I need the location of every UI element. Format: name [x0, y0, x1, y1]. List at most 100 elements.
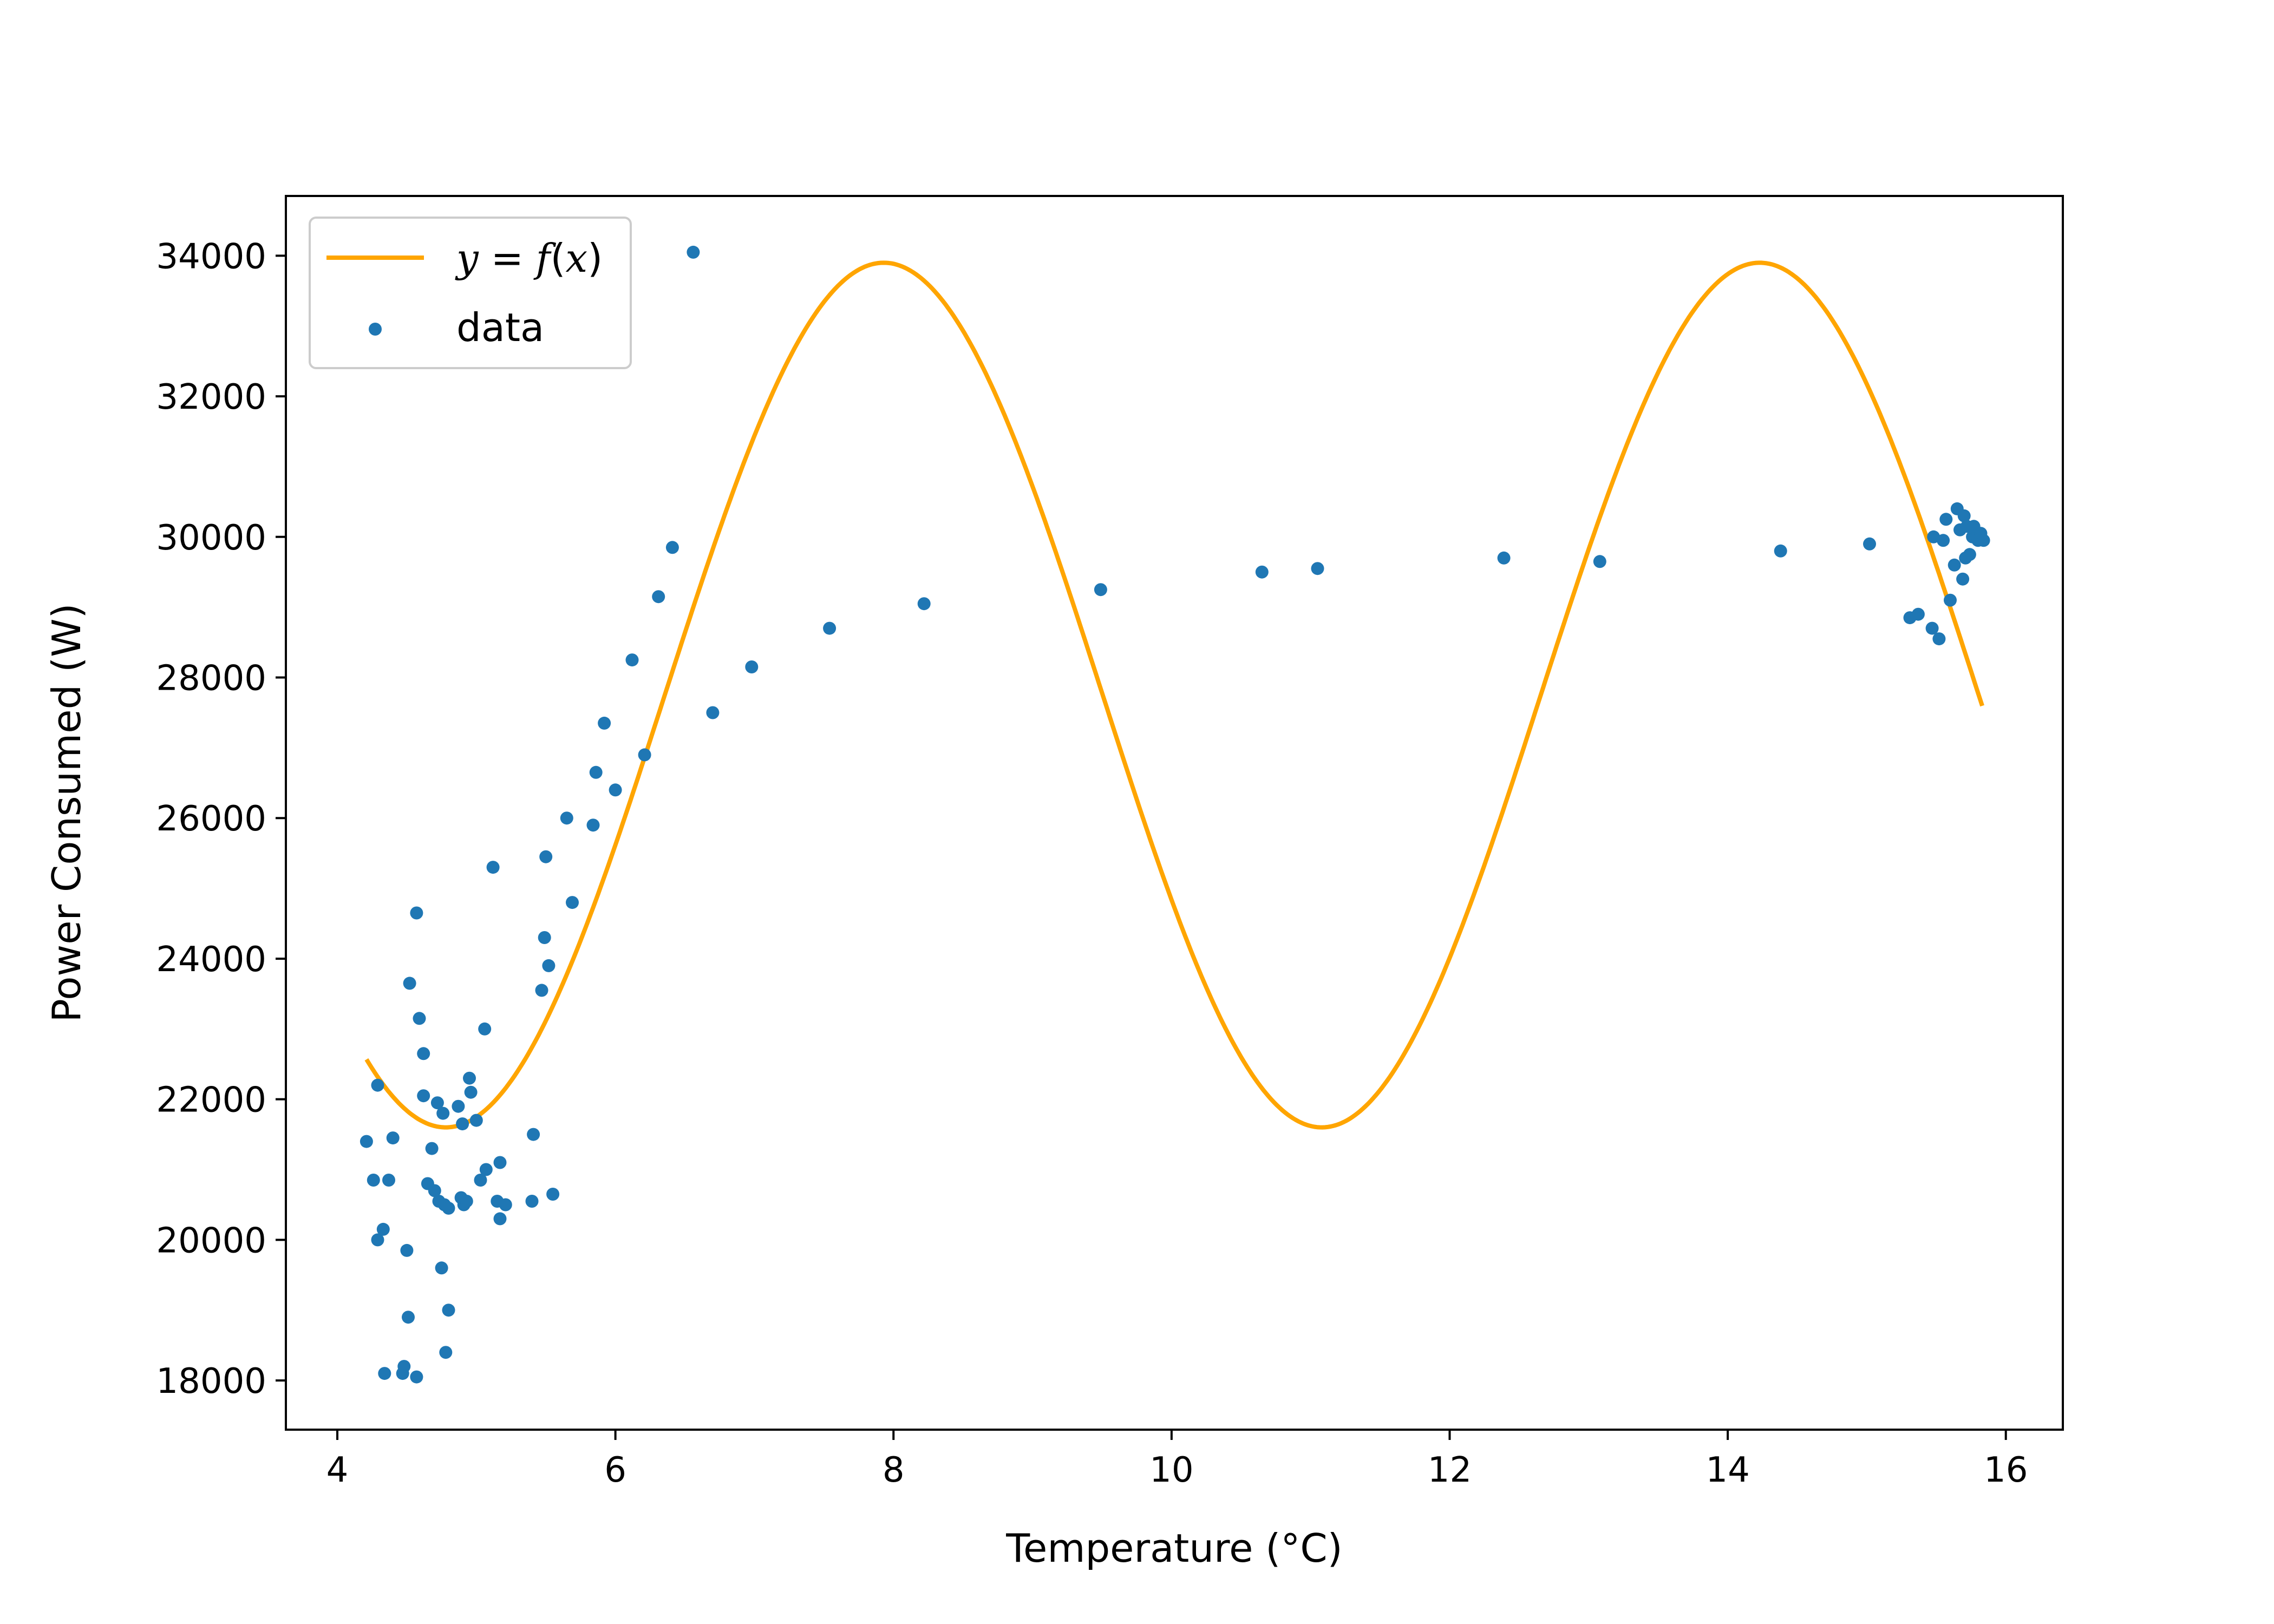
data-point [493, 1156, 507, 1169]
data-point [376, 1222, 390, 1236]
y-tick-label: 22000 [156, 1081, 266, 1121]
data-point [371, 1078, 384, 1092]
data-point [1863, 537, 1876, 551]
data-point [417, 1047, 430, 1060]
legend-dot-swatch [369, 323, 382, 336]
data-point [442, 1201, 455, 1215]
legend-line-label-part: y [455, 235, 479, 281]
data-point [417, 1089, 430, 1103]
data-point [386, 1131, 400, 1145]
legend-line-label-part: ) [587, 235, 603, 281]
data-point [527, 1128, 540, 1141]
data-point [469, 1114, 483, 1127]
data-point [1911, 607, 1925, 621]
legend-line-label-part: = [479, 235, 536, 281]
data-point [402, 1311, 415, 1324]
data-point [525, 1195, 539, 1208]
data-point [1774, 544, 1787, 558]
data-point [410, 906, 423, 920]
data-point [410, 1370, 423, 1384]
data-point [499, 1198, 512, 1212]
y-axis-label: Power Consumed (W) [44, 603, 89, 1022]
data-point [665, 541, 679, 554]
data-point [430, 1096, 444, 1110]
data-point [479, 1163, 493, 1176]
data-point [1497, 551, 1511, 565]
legend-line-label: y = f(x) [455, 235, 603, 281]
data-point [456, 1117, 469, 1131]
data-point [464, 1085, 478, 1099]
x-tick-label: 14 [1706, 1450, 1749, 1490]
data-point [360, 1135, 373, 1148]
y-tick-label: 34000 [156, 237, 266, 277]
data-point [452, 1099, 465, 1113]
x-tick-label: 12 [1428, 1450, 1472, 1490]
data-point [1932, 632, 1946, 646]
data-point [1963, 548, 1976, 561]
legend: y = f(x) data [309, 217, 632, 369]
data-point [1956, 572, 1970, 586]
data-point [1311, 562, 1324, 575]
data-point [1939, 513, 1953, 526]
y-tick-label: 20000 [156, 1221, 266, 1261]
data-point [463, 1071, 476, 1085]
x-tick-label: 8 [883, 1450, 905, 1490]
x-axis: 4 6 8 10 12 14 16 [326, 1430, 2028, 1490]
data-point [493, 1212, 507, 1226]
data-point [474, 1174, 487, 1187]
data-point [1977, 534, 1990, 547]
data-point [609, 783, 622, 797]
fit-curve-line [364, 260, 1984, 1130]
data-point [589, 765, 603, 779]
x-tick-label: 6 [604, 1450, 626, 1490]
data-point [371, 1233, 384, 1247]
data-point [1255, 565, 1269, 579]
data-point [428, 1184, 441, 1197]
data-point [436, 1106, 450, 1120]
data-point [478, 1022, 492, 1036]
data-point [542, 959, 556, 972]
data-point [460, 1195, 473, 1208]
y-tick-label: 18000 [156, 1361, 266, 1402]
data-point [425, 1142, 439, 1155]
x-tick-label: 10 [1149, 1450, 1193, 1490]
data-point [823, 621, 837, 635]
data-point [1948, 558, 1961, 572]
x-tick-label: 16 [1984, 1450, 2028, 1490]
data-point [1094, 583, 1107, 597]
data-point [486, 861, 500, 874]
data-point [917, 597, 931, 611]
data-point [1593, 555, 1606, 568]
data-point [745, 660, 759, 673]
y-tick-label: 32000 [156, 377, 266, 417]
data-point [566, 896, 579, 909]
y-tick-label: 28000 [156, 659, 266, 699]
data-point [1957, 509, 1971, 522]
data-point [378, 1367, 391, 1380]
y-tick-label: 30000 [156, 518, 266, 558]
data-point [638, 748, 651, 762]
data-point [687, 245, 700, 259]
plot-frame [285, 195, 2064, 1431]
data-point [652, 590, 665, 604]
data-point [560, 811, 573, 825]
legend-box [309, 217, 632, 369]
data-point [546, 1188, 560, 1201]
data-point [1937, 534, 1950, 547]
data-point [397, 1360, 411, 1373]
plot-area [360, 245, 1990, 1384]
legend-dot-label: data [456, 305, 544, 350]
data-point [439, 1346, 453, 1359]
data-point [382, 1174, 395, 1187]
data-point [435, 1261, 448, 1275]
y-axis: 18000 20000 22000 24000 26000 28000 30000 32000… [156, 237, 286, 1402]
data-point [442, 1304, 455, 1317]
data-point [598, 716, 611, 730]
data-point [367, 1174, 380, 1187]
x-tick-label: 4 [326, 1450, 349, 1490]
data-point [403, 977, 416, 990]
data-point [538, 931, 551, 944]
data-point [586, 818, 600, 832]
legend-line-label-part: ( [550, 235, 565, 281]
